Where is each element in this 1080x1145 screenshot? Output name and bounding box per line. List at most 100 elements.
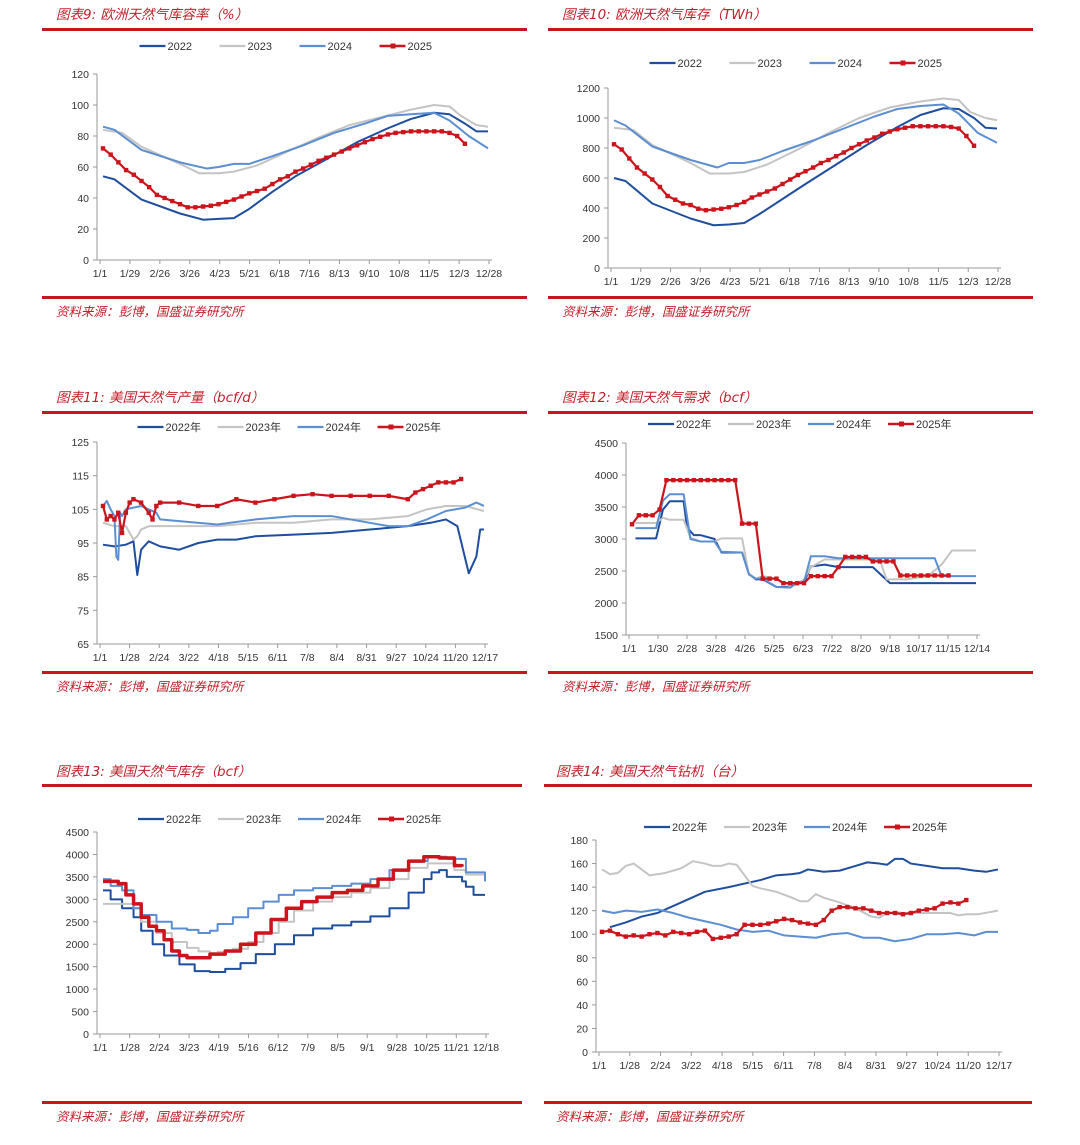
x-tick-label: 6/18 bbox=[269, 268, 290, 280]
data-point bbox=[642, 171, 647, 176]
y-tick-label: 800 bbox=[582, 143, 600, 155]
data-point bbox=[131, 497, 136, 502]
source-note: 资料来源：彭博，国盛证券研究所 bbox=[56, 304, 244, 319]
data-point bbox=[405, 497, 410, 502]
legend-item: 2024年 bbox=[804, 820, 867, 834]
legend-marker bbox=[899, 421, 904, 427]
data-point bbox=[348, 493, 353, 499]
x-tick-label: 3/22 bbox=[681, 1060, 702, 1072]
chart-10: 0 200 400 600 800 1000 1200 1/1 1/29 2/26 3/26 4/23… bbox=[577, 58, 1012, 288]
series-line-2023 bbox=[601, 860, 999, 919]
data-point bbox=[924, 907, 929, 912]
x-tick-label: 9/27 bbox=[896, 1060, 917, 1072]
y-tick-label: 125 bbox=[71, 437, 89, 449]
data-point bbox=[215, 503, 220, 509]
data-point bbox=[900, 912, 906, 917]
data-point bbox=[933, 124, 938, 129]
x-tick-label: 8/20 bbox=[851, 643, 872, 655]
y-tick-label: 4000 bbox=[66, 849, 90, 861]
legend-item: 2024 bbox=[299, 41, 352, 53]
data-point bbox=[872, 135, 877, 140]
data-point bbox=[684, 477, 690, 483]
data-point bbox=[428, 483, 433, 488]
legend-item: 2022年 bbox=[648, 417, 711, 431]
data-point bbox=[367, 493, 372, 499]
source-note: 资料来源：彭博，国盛证券研究所 bbox=[56, 679, 244, 694]
data-point bbox=[177, 500, 182, 505]
data-point bbox=[308, 162, 314, 167]
y-tick-label: 3500 bbox=[66, 872, 90, 884]
data-point bbox=[270, 181, 275, 187]
x-tick-label: 8/13 bbox=[329, 268, 350, 280]
x-tick-label: 5/25 bbox=[764, 643, 785, 655]
data-point bbox=[925, 124, 931, 129]
data-point bbox=[853, 906, 858, 911]
legend-item: 2025年 bbox=[884, 820, 947, 834]
data-point bbox=[385, 132, 391, 137]
data-point bbox=[316, 158, 321, 163]
data-point bbox=[863, 554, 869, 560]
data-point bbox=[726, 205, 732, 210]
data-point bbox=[746, 521, 752, 526]
data-point bbox=[104, 517, 110, 522]
panel-chart-14: 图表14: 美国天然气钻机（台） 0 20 40 60 80 100 120 140 160 18… bbox=[544, 758, 1034, 1138]
data-point bbox=[408, 129, 414, 134]
data-point bbox=[636, 513, 642, 518]
y-tick-label: 60 bbox=[576, 976, 588, 988]
legend-label: 2023年 bbox=[246, 420, 281, 434]
data-point bbox=[386, 493, 391, 499]
data-point bbox=[757, 192, 762, 197]
series-line-2022 bbox=[609, 857, 999, 929]
data-point bbox=[131, 172, 136, 177]
data-point bbox=[856, 554, 862, 560]
chart-11: 65 75 85 95 105 115 125 1/1 1/28 2/24 3/22 4/18 5/15… bbox=[71, 420, 498, 664]
data-point bbox=[774, 919, 779, 924]
data-point bbox=[310, 491, 315, 497]
legend-label: 2024 bbox=[838, 58, 862, 70]
chart-12: 1500 2000 2500 3000 3500 4000 4500 1/1 1/30 2/28 3… bbox=[595, 417, 991, 655]
x-tick-label: 12/28 bbox=[476, 268, 502, 280]
data-point bbox=[458, 476, 464, 482]
data-point bbox=[615, 932, 621, 937]
data-point bbox=[911, 573, 917, 578]
data-point bbox=[677, 477, 683, 483]
x-tick-label: 10/8 bbox=[389, 268, 410, 280]
x-tick-label: 1/1 bbox=[93, 652, 108, 664]
x-tick-label: 5/16 bbox=[238, 1042, 259, 1054]
x-tick-label: 1/1 bbox=[93, 1042, 108, 1054]
y-tick-label: 1000 bbox=[577, 113, 601, 125]
source-rule bbox=[544, 1101, 1032, 1104]
data-point bbox=[339, 149, 344, 154]
legend-item: 2024 bbox=[809, 58, 862, 70]
data-point bbox=[254, 188, 260, 194]
y-tick-label: 4000 bbox=[595, 470, 619, 482]
legend-label: 2023 bbox=[758, 58, 782, 70]
data-point bbox=[841, 150, 846, 155]
legend-item: 2024年 bbox=[298, 812, 361, 826]
data-point bbox=[100, 503, 106, 509]
data-point bbox=[892, 910, 898, 916]
data-point bbox=[891, 559, 896, 564]
data-point bbox=[869, 908, 874, 913]
data-point bbox=[939, 573, 944, 578]
source-rule bbox=[548, 671, 1033, 674]
data-point bbox=[887, 129, 892, 134]
data-point bbox=[631, 933, 636, 938]
legend-item: 2025 bbox=[889, 58, 942, 70]
x-tick-label: 12/28 bbox=[985, 276, 1011, 288]
x-tick-label: 3/26 bbox=[180, 268, 201, 280]
data-point bbox=[932, 906, 937, 911]
data-point bbox=[781, 916, 787, 922]
data-point bbox=[918, 573, 924, 578]
title-rule bbox=[42, 784, 522, 787]
data-point bbox=[291, 493, 296, 499]
data-point bbox=[655, 930, 660, 936]
data-point bbox=[833, 154, 839, 159]
x-tick-label: 10/8 bbox=[898, 276, 919, 288]
x-tick-label: 5/21 bbox=[239, 268, 260, 280]
data-point bbox=[634, 165, 640, 170]
data-point bbox=[108, 513, 113, 519]
legend-item: 2025年 bbox=[888, 417, 951, 431]
data-point bbox=[643, 513, 648, 518]
data-point bbox=[849, 145, 854, 151]
